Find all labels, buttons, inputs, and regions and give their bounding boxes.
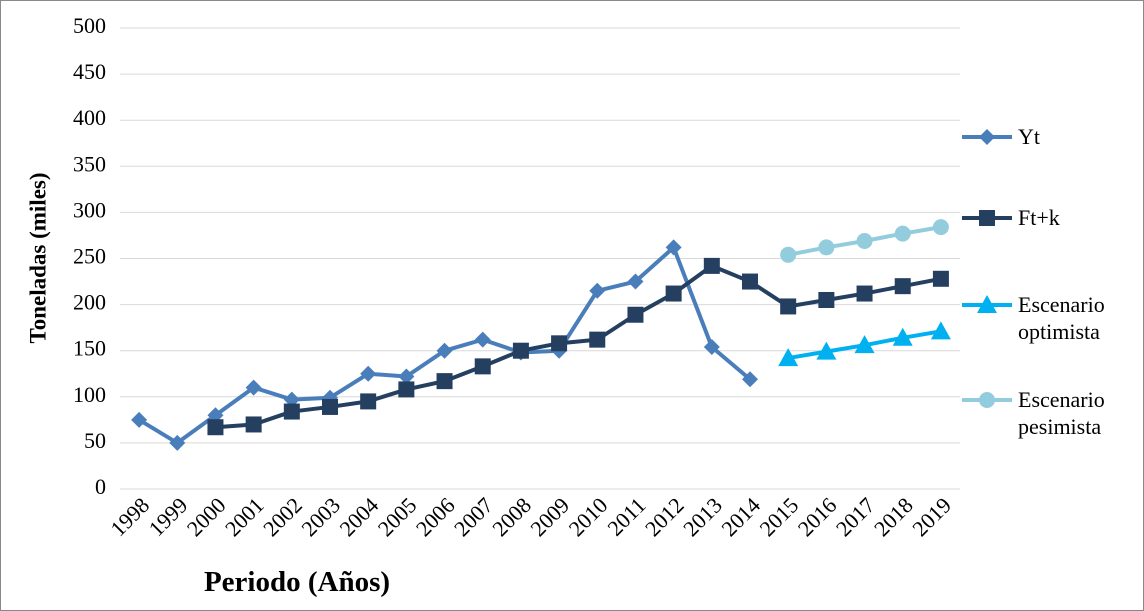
legend-label: Yt bbox=[1018, 124, 1040, 149]
data-point bbox=[245, 379, 262, 396]
legend-label: Escenario optimista bbox=[1018, 292, 1105, 344]
data-point bbox=[131, 411, 148, 428]
data-point bbox=[894, 225, 911, 242]
data-point bbox=[398, 368, 415, 385]
data-point bbox=[474, 358, 491, 375]
data-point bbox=[436, 342, 453, 359]
y-tick-label: 450 bbox=[73, 59, 106, 84]
y-tick-label: 200 bbox=[73, 290, 106, 315]
data-point bbox=[245, 416, 262, 433]
data-point bbox=[930, 321, 951, 340]
data-point bbox=[932, 219, 949, 236]
data-point bbox=[398, 381, 415, 398]
y-tick-label: 50 bbox=[84, 428, 106, 453]
data-point bbox=[436, 373, 453, 390]
data-point bbox=[778, 348, 799, 367]
data-point bbox=[892, 327, 913, 346]
data-point bbox=[589, 282, 606, 299]
data-point bbox=[818, 239, 835, 256]
data-point bbox=[894, 278, 911, 295]
data-point bbox=[474, 331, 491, 348]
legend-marker bbox=[979, 129, 995, 145]
data-point bbox=[627, 273, 644, 290]
y-tick-label: 0 bbox=[95, 474, 106, 499]
data-point bbox=[854, 335, 875, 354]
data-point bbox=[589, 331, 606, 348]
data-point bbox=[360, 365, 377, 382]
data-point bbox=[856, 285, 873, 302]
y-tick-label: 250 bbox=[73, 244, 106, 269]
y-tick-label: 100 bbox=[73, 382, 106, 407]
data-point bbox=[322, 398, 338, 415]
data-point bbox=[703, 339, 720, 356]
data-point bbox=[551, 335, 568, 352]
data-point bbox=[742, 273, 758, 290]
y-axis-title: Toneladas (miles) bbox=[25, 172, 50, 343]
data-point bbox=[665, 239, 682, 256]
data-point bbox=[360, 393, 377, 410]
y-tick-label: 400 bbox=[73, 105, 106, 130]
data-point bbox=[665, 285, 682, 302]
data-point bbox=[703, 257, 720, 274]
y-tick-label: 500 bbox=[73, 13, 106, 38]
legend-label: Ft+k bbox=[1018, 205, 1060, 230]
data-point bbox=[169, 434, 186, 451]
legend-marker bbox=[977, 295, 997, 313]
data-point bbox=[816, 341, 837, 360]
legend-marker bbox=[979, 392, 995, 408]
data-point bbox=[780, 298, 797, 315]
data-point bbox=[627, 306, 644, 323]
data-point bbox=[780, 246, 797, 263]
data-point bbox=[512, 342, 529, 359]
y-tick-label: 150 bbox=[73, 336, 106, 361]
data-point bbox=[856, 232, 873, 249]
legend-marker bbox=[979, 210, 995, 226]
data-point bbox=[932, 270, 949, 287]
x-axis-title: Periodo (Años) bbox=[204, 566, 390, 598]
data-point bbox=[742, 371, 758, 388]
legend-label: Escenario pesimista bbox=[1018, 387, 1105, 439]
y-tick-label: 300 bbox=[73, 197, 106, 222]
data-point bbox=[207, 419, 224, 436]
data-point bbox=[283, 403, 300, 420]
data-point bbox=[818, 291, 835, 308]
y-tick-label: 350 bbox=[73, 151, 106, 176]
